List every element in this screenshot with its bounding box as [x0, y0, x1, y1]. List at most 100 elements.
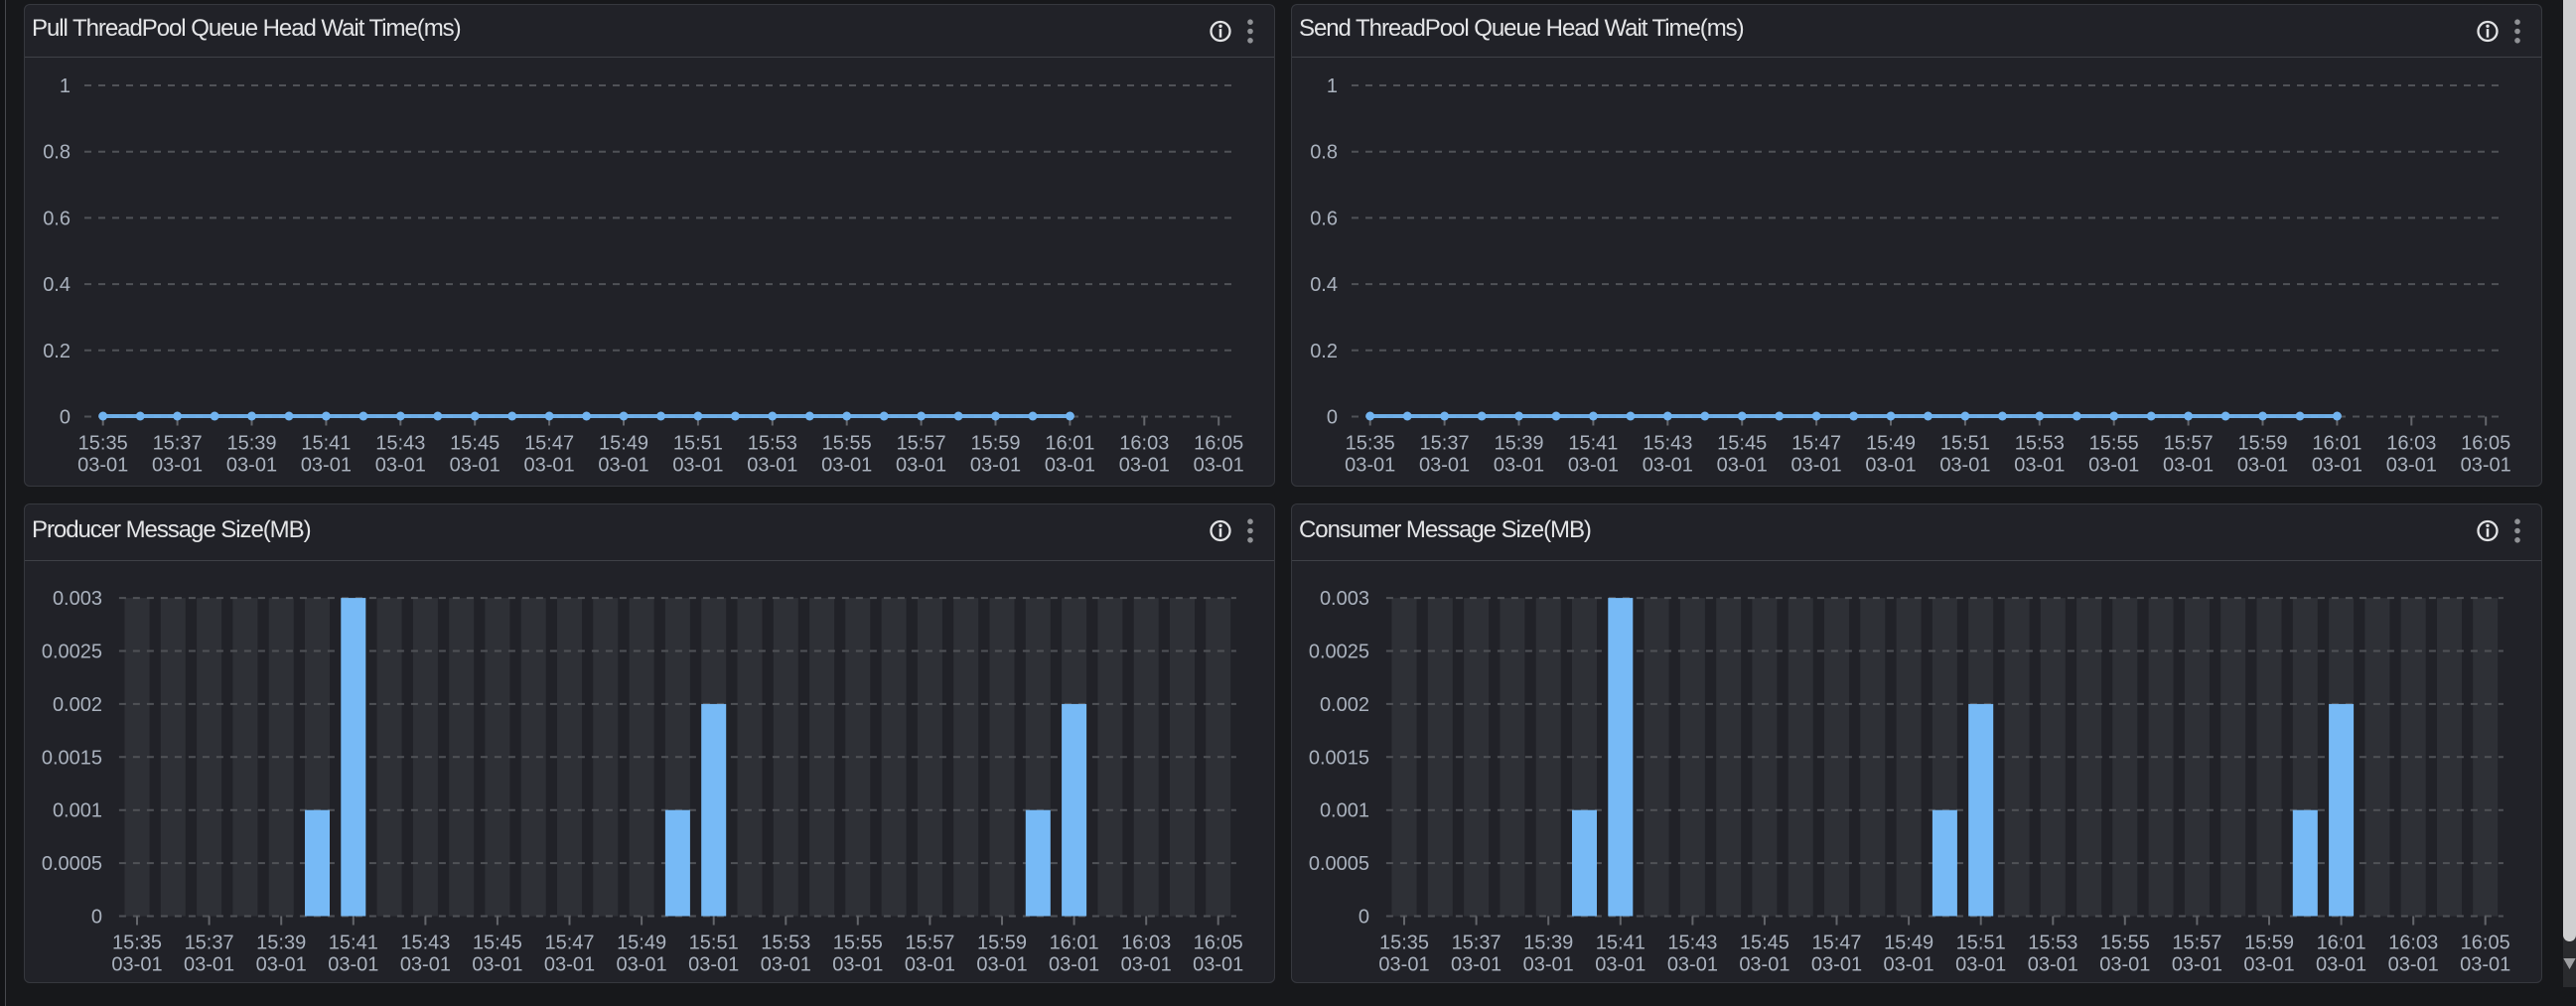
svg-text:16:01: 16:01 [2317, 933, 2366, 954]
svg-text:0: 0 [1359, 907, 1369, 929]
svg-text:03-01: 03-01 [1419, 455, 1470, 477]
svg-text:16:05: 16:05 [1194, 933, 1243, 954]
svg-text:0.8: 0.8 [43, 142, 71, 164]
svg-text:15:43: 15:43 [1667, 933, 1717, 954]
svg-text:15:49: 15:49 [1884, 933, 1933, 954]
svg-text:03-01: 03-01 [1121, 954, 1172, 976]
svg-text:15:45: 15:45 [1717, 433, 1767, 455]
svg-text:15:43: 15:43 [1643, 433, 1692, 455]
svg-text:0.001: 0.001 [1320, 800, 1369, 822]
svg-text:03-01: 03-01 [152, 455, 203, 477]
svg-text:0.003: 0.003 [53, 588, 102, 610]
svg-text:03-01: 03-01 [2243, 954, 2294, 976]
svg-text:0.4: 0.4 [43, 274, 71, 296]
svg-text:03-01: 03-01 [1568, 455, 1619, 477]
svg-text:15:51: 15:51 [1940, 433, 1990, 455]
svg-text:15:55: 15:55 [833, 933, 883, 954]
svg-text:03-01: 03-01 [2460, 954, 2510, 976]
svg-text:15:35: 15:35 [112, 933, 162, 954]
svg-text:16:03: 16:03 [1119, 433, 1169, 455]
svg-text:03-01: 03-01 [184, 954, 234, 976]
svg-text:15:47: 15:47 [1811, 933, 1861, 954]
svg-text:0.002: 0.002 [1320, 694, 1369, 716]
svg-text:15:57: 15:57 [905, 933, 954, 954]
svg-text:03-01: 03-01 [226, 455, 277, 477]
svg-text:0.0025: 0.0025 [42, 642, 102, 663]
svg-text:0.003: 0.003 [1320, 588, 1369, 610]
svg-text:0.6: 0.6 [1310, 208, 1338, 229]
svg-text:03-01: 03-01 [400, 954, 451, 976]
svg-text:03-01: 03-01 [2386, 455, 2437, 477]
svg-text:03-01: 03-01 [821, 455, 872, 477]
svg-text:03-01: 03-01 [1045, 455, 1095, 477]
svg-text:03-01: 03-01 [472, 954, 522, 976]
svg-text:15:41: 15:41 [301, 433, 351, 455]
svg-text:15:49: 15:49 [599, 433, 648, 455]
svg-text:15:35: 15:35 [1379, 933, 1429, 954]
svg-text:03-01: 03-01 [896, 455, 946, 477]
svg-text:03-01: 03-01 [328, 954, 378, 976]
svg-text:0: 0 [91, 907, 102, 929]
svg-text:03-01: 03-01 [2172, 954, 2222, 976]
svg-text:03-01: 03-01 [1049, 954, 1099, 976]
svg-text:15:47: 15:47 [544, 933, 594, 954]
svg-text:15:37: 15:37 [1420, 433, 1470, 455]
svg-text:16:01: 16:01 [1050, 933, 1099, 954]
svg-text:03-01: 03-01 [1193, 954, 1243, 976]
svg-text:03-01: 03-01 [976, 954, 1027, 976]
svg-text:03-01: 03-01 [1194, 455, 1244, 477]
svg-text:0.001: 0.001 [53, 800, 102, 822]
svg-text:03-01: 03-01 [256, 954, 307, 976]
svg-text:03-01: 03-01 [1378, 954, 1429, 976]
svg-text:15:45: 15:45 [473, 933, 522, 954]
svg-text:15:45: 15:45 [450, 433, 500, 455]
svg-text:15:51: 15:51 [1956, 933, 2006, 954]
svg-text:03-01: 03-01 [2014, 455, 2065, 477]
svg-text:15:39: 15:39 [256, 933, 306, 954]
svg-text:1: 1 [1327, 75, 1338, 97]
svg-text:16:01: 16:01 [1045, 433, 1094, 455]
svg-text:03-01: 03-01 [2088, 455, 2139, 477]
svg-text:03-01: 03-01 [1523, 954, 1574, 976]
svg-text:15:53: 15:53 [2015, 433, 2065, 455]
svg-text:0.6: 0.6 [43, 208, 71, 229]
svg-text:16:05: 16:05 [2461, 933, 2510, 954]
svg-text:15:47: 15:47 [524, 433, 574, 455]
svg-text:03-01: 03-01 [747, 455, 797, 477]
svg-text:15:59: 15:59 [2244, 933, 2294, 954]
svg-text:16:05: 16:05 [1194, 433, 1243, 455]
svg-text:03-01: 03-01 [1939, 455, 1990, 477]
svg-text:15:59: 15:59 [970, 433, 1020, 455]
svg-text:15:57: 15:57 [897, 433, 946, 455]
svg-text:0.2: 0.2 [1310, 341, 1338, 362]
svg-text:15:35: 15:35 [1346, 433, 1395, 455]
svg-text:03-01: 03-01 [544, 954, 595, 976]
svg-text:03-01: 03-01 [301, 455, 352, 477]
svg-text:15:45: 15:45 [1740, 933, 1789, 954]
svg-text:03-01: 03-01 [617, 954, 667, 976]
svg-text:0: 0 [60, 407, 71, 429]
svg-text:03-01: 03-01 [1667, 954, 1718, 976]
svg-text:03-01: 03-01 [2388, 954, 2439, 976]
svg-text:03-01: 03-01 [1884, 954, 1934, 976]
svg-text:15:39: 15:39 [226, 433, 276, 455]
svg-text:15:41: 15:41 [329, 933, 378, 954]
svg-text:03-01: 03-01 [2028, 954, 2078, 976]
svg-text:03-01: 03-01 [672, 455, 723, 477]
svg-text:03-01: 03-01 [832, 954, 883, 976]
svg-text:03-01: 03-01 [1119, 455, 1170, 477]
svg-text:15:59: 15:59 [977, 933, 1027, 954]
svg-text:15:55: 15:55 [2089, 433, 2139, 455]
svg-text:15:49: 15:49 [617, 933, 666, 954]
svg-text:15:59: 15:59 [2237, 433, 2287, 455]
svg-text:0.0005: 0.0005 [42, 853, 102, 875]
svg-text:0.0005: 0.0005 [1309, 853, 1369, 875]
svg-text:03-01: 03-01 [970, 455, 1021, 477]
svg-text:0.0025: 0.0025 [1309, 642, 1369, 663]
svg-text:0: 0 [1327, 407, 1338, 429]
svg-text:03-01: 03-01 [905, 954, 955, 976]
svg-text:15:43: 15:43 [400, 933, 450, 954]
svg-text:03-01: 03-01 [524, 455, 575, 477]
svg-text:03-01: 03-01 [1494, 455, 1544, 477]
svg-text:03-01: 03-01 [1643, 455, 1693, 477]
